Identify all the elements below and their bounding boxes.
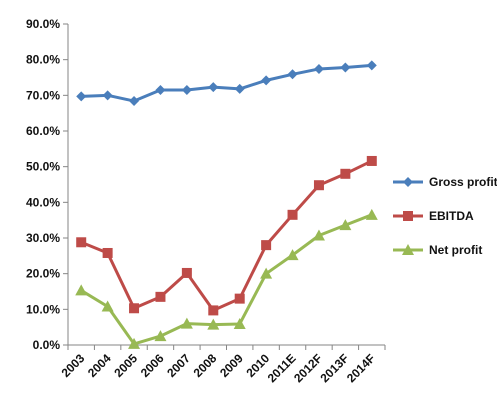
x-tick-label: 2007 bbox=[164, 351, 193, 380]
data-point-gross-profit bbox=[366, 60, 377, 71]
data-point-net-profit bbox=[286, 249, 299, 261]
data-point-gross-profit bbox=[181, 84, 192, 95]
legend-marker-net-profit bbox=[402, 244, 414, 255]
data-point-gross-profit bbox=[155, 84, 166, 95]
data-point-net-profit bbox=[312, 229, 325, 241]
x-tick-label: 2014F bbox=[344, 351, 378, 385]
data-point-gross-profit bbox=[102, 90, 113, 101]
y-tick-label: 50.0% bbox=[26, 160, 60, 174]
data-point-net-profit bbox=[207, 318, 220, 330]
data-point-net-profit bbox=[233, 317, 246, 329]
data-point-gross-profit bbox=[76, 91, 87, 102]
data-point-ebitda bbox=[234, 293, 245, 304]
legend-label-gross-profit: Gross profit bbox=[429, 175, 497, 189]
data-point-net-profit bbox=[75, 284, 88, 296]
x-tick-label: 2008 bbox=[191, 351, 220, 380]
data-point-net-profit bbox=[154, 330, 167, 342]
data-point-gross-profit bbox=[287, 69, 298, 80]
data-point-ebitda bbox=[340, 168, 351, 179]
x-tick-label: 2012F bbox=[291, 351, 325, 385]
data-point-gross-profit bbox=[234, 83, 245, 94]
x-tick-label: 2009 bbox=[217, 351, 246, 380]
data-point-gross-profit bbox=[129, 96, 140, 107]
series-line-net-profit bbox=[80, 213, 373, 346]
data-point-net-profit bbox=[180, 317, 193, 329]
y-tick-label: 70.0% bbox=[26, 88, 60, 102]
data-point-gross-profit bbox=[313, 63, 324, 74]
series-line-ebitda bbox=[80, 159, 373, 312]
y-tick-label: 20.0% bbox=[26, 267, 60, 281]
data-point-ebitda bbox=[76, 237, 87, 248]
y-tick-label: 30.0% bbox=[26, 231, 60, 245]
legend-label-ebitda: EBITDA bbox=[429, 209, 474, 223]
x-tick-label: 2005 bbox=[111, 351, 140, 380]
data-point-ebitda bbox=[208, 305, 219, 316]
y-tick-label: 90.0% bbox=[26, 17, 60, 31]
data-point-net-profit bbox=[260, 267, 273, 279]
data-point-net-profit bbox=[128, 337, 141, 349]
data-point-net-profit bbox=[365, 208, 378, 220]
legend-marker-gross-profit bbox=[403, 177, 413, 187]
data-point-ebitda bbox=[181, 267, 192, 278]
x-tick-label: 2013F bbox=[318, 351, 352, 385]
data-point-ebitda bbox=[287, 209, 298, 220]
y-tick-label: 80.0% bbox=[26, 53, 60, 67]
data-point-net-profit bbox=[339, 219, 352, 231]
data-point-gross-profit bbox=[340, 62, 351, 73]
y-tick-label: 60.0% bbox=[26, 124, 60, 138]
data-point-ebitda bbox=[366, 155, 377, 166]
y-tick-label: 0.0% bbox=[33, 338, 61, 352]
data-point-ebitda bbox=[261, 240, 272, 251]
y-tick-label: 40.0% bbox=[26, 195, 60, 209]
data-point-ebitda bbox=[155, 291, 166, 302]
series-line-gross-profit bbox=[81, 63, 372, 103]
data-point-ebitda bbox=[102, 247, 113, 258]
data-point-gross-profit bbox=[208, 82, 219, 93]
x-tick-label: 2011E bbox=[265, 351, 299, 385]
y-tick-label: 10.0% bbox=[26, 302, 60, 316]
data-point-net-profit bbox=[101, 300, 114, 312]
data-point-gross-profit bbox=[261, 75, 272, 86]
legend-label-net-profit: Net profit bbox=[429, 243, 482, 257]
x-tick-label: 2006 bbox=[138, 351, 167, 380]
x-tick-label: 2003 bbox=[59, 351, 88, 380]
data-point-ebitda bbox=[129, 303, 140, 314]
x-tick-label: 2004 bbox=[85, 351, 114, 380]
data-point-ebitda bbox=[313, 180, 324, 191]
legend-marker-ebitda bbox=[403, 211, 413, 221]
